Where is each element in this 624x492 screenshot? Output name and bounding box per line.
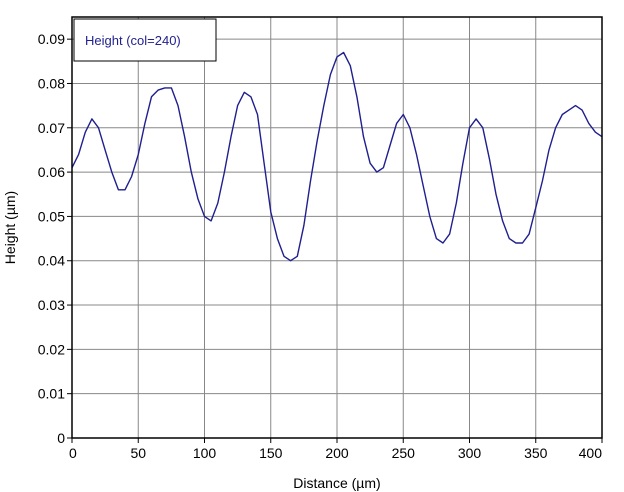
y-tick-label: 0.09 bbox=[38, 31, 65, 47]
x-tick-label: 350 bbox=[524, 445, 548, 461]
y-axis-title: Height (µm) bbox=[2, 191, 18, 264]
axis-ticks: 0 50 100 150 200 250 300 350 400 0 0.01 0.02 0.03 0.0… bbox=[38, 31, 603, 461]
x-tick-label: 100 bbox=[193, 445, 217, 461]
x-tick-label: 50 bbox=[130, 445, 146, 461]
y-tick-label: 0.03 bbox=[38, 297, 65, 313]
x-tick-label: 300 bbox=[458, 445, 482, 461]
y-tick-label: 0.08 bbox=[38, 75, 65, 91]
y-tick-label: 0.06 bbox=[38, 164, 65, 180]
legend-box bbox=[73, 18, 217, 62]
series-line bbox=[71, 51, 603, 262]
y-tick-label: 0.02 bbox=[38, 341, 65, 357]
series-layer bbox=[71, 51, 603, 262]
x-tick-label: 400 bbox=[579, 445, 603, 461]
x-tick-label: 0 bbox=[69, 445, 77, 461]
legend-entry: Height (col=240) bbox=[85, 33, 181, 48]
y-tick-label: 0.07 bbox=[38, 120, 65, 136]
x-tick-label: 150 bbox=[259, 445, 283, 461]
x-tick-label: 200 bbox=[325, 445, 349, 461]
x-axis-title: Distance (µm) bbox=[293, 475, 380, 491]
y-tick-label: 0.04 bbox=[38, 253, 65, 269]
legend: Height (col=240) bbox=[73, 18, 217, 62]
y-tick-label: 0.05 bbox=[38, 208, 65, 224]
x-tick-label: 250 bbox=[392, 445, 416, 461]
grid bbox=[71, 17, 603, 439]
y-tick-label: 0.01 bbox=[38, 386, 65, 402]
y-tick-label: 0 bbox=[57, 430, 65, 446]
